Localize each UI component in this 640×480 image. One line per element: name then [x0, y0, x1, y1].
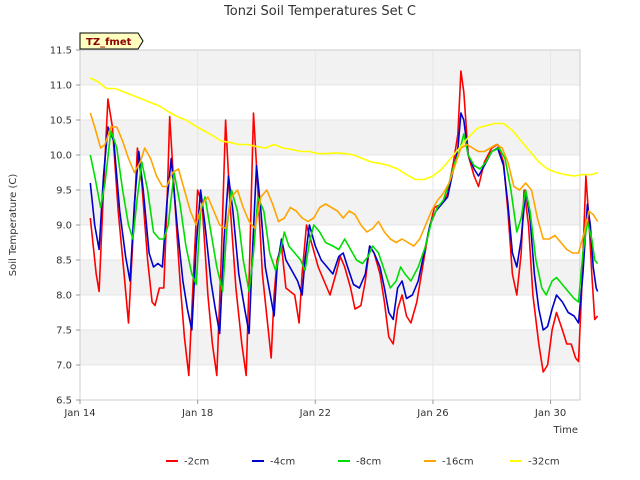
y-tick-label: 9.0 [56, 221, 72, 232]
y-tick-label: 11.5 [50, 46, 72, 57]
series-line-3 [89, 112, 599, 254]
y-axis-ticks: 6.5 7.0 7.5 8.0 8.5 9.0 9.5 10.0 10.5 11.0 11.5 [50, 46, 80, 407]
badge-label: TZ_fmet [86, 37, 132, 48]
chart-title: Tonzi Soil Temperatures Set C [223, 4, 416, 19]
y-tick-label: 7.5 [56, 326, 72, 337]
series-line-1 [89, 112, 599, 335]
plot-band [80, 260, 580, 295]
y-tick-label: 8.5 [56, 256, 72, 267]
legend-label-1: -4cm [270, 457, 295, 468]
y-tick-label: 9.5 [56, 186, 72, 197]
series-line-2 [89, 129, 599, 303]
y-tick-label: 10.5 [50, 116, 72, 127]
y-tick-label: 6.5 [56, 396, 72, 407]
legend-label-3: -16cm [442, 457, 474, 468]
x-tick-label: Jan 18 [181, 408, 213, 419]
legend-label-2: -8cm [356, 457, 381, 468]
station-badge: TZ_fmet [79, 32, 144, 50]
x-tick-label: Jan 22 [299, 408, 331, 419]
plot-band [80, 330, 580, 365]
plot-band [80, 50, 580, 85]
series-line-4 [89, 77, 598, 181]
x-axis-label: Time [553, 425, 578, 436]
x-axis-ticks: Jan 14 Jan 18 Jan 22 Jan 26 Jan 30 [63, 400, 566, 419]
y-tick-label: 10.0 [50, 151, 72, 162]
legend: -2cm -4cm -8cm -16cm -32cm [166, 457, 560, 468]
x-tick-label: Jan 30 [534, 408, 566, 419]
x-tick-label: Jan 26 [416, 408, 448, 419]
x-tick-label: Jan 14 [63, 408, 95, 419]
y-tick-label: 11.0 [50, 81, 72, 92]
plot-bands [80, 50, 580, 365]
legend-label-0: -2cm [184, 457, 209, 468]
y-tick-label: 7.0 [56, 361, 72, 372]
series-lines [89, 70, 599, 377]
y-tick-label: 8.0 [56, 291, 72, 302]
legend-label-4: -32cm [528, 457, 560, 468]
badge-shape [79, 32, 144, 50]
y-axis-label: Soil Temperature (C) [8, 174, 19, 277]
